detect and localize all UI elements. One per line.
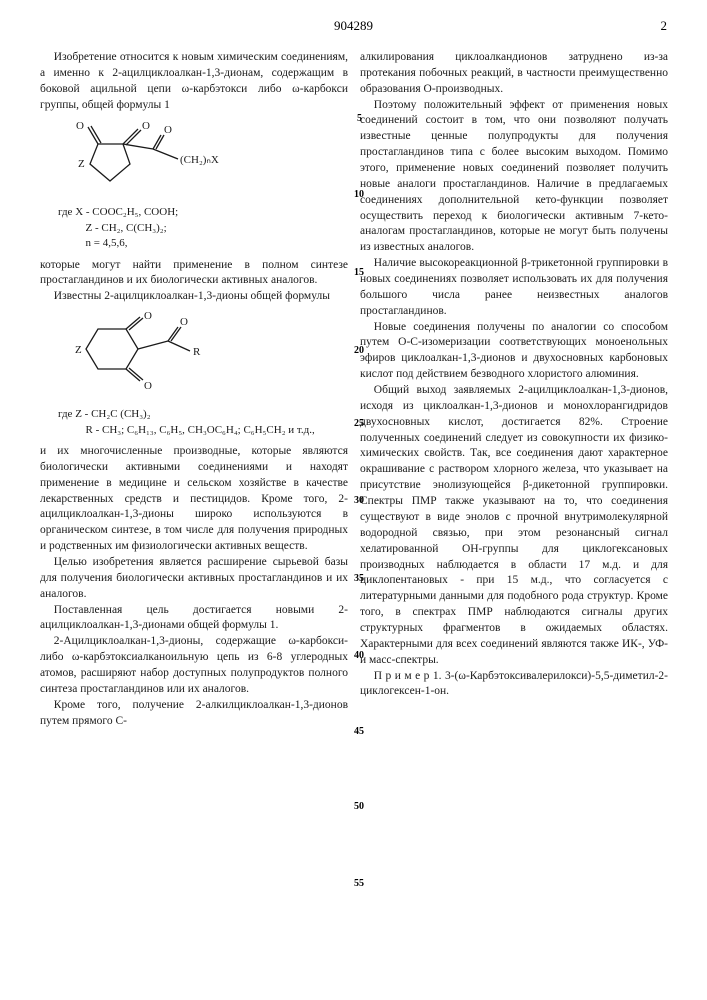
doc-number: 904289 [334, 18, 373, 34]
paragraph: Целью изобретения является расширение сы… [40, 555, 348, 603]
svg-text:O: O [164, 124, 172, 136]
line-marker: 40 [354, 650, 364, 661]
line-marker: 5 [357, 113, 362, 124]
line-marker: 15 [354, 267, 364, 278]
paragraph: Новые соединения получены по аналогии со… [360, 320, 668, 383]
paragraph: Известны 2-ацилциклоалкан-1,3-дионы обще… [40, 289, 348, 305]
svg-text:O: O [180, 316, 188, 328]
paragraph: Изобретение относится к новым химическим… [40, 50, 348, 113]
paragraph: и их многочисленные производные, которые… [40, 444, 348, 555]
formula-line: где X - COOC₂H₅, COOH; [58, 205, 348, 220]
paragraph: Поставленная цель достигается новыми 2-а… [40, 603, 348, 635]
paragraph: Поэтому положительный эффект от применен… [360, 98, 668, 257]
formula-line: где Z - CH₂C (CH₃)₂ [58, 407, 348, 422]
paragraph: которые могут найти применение в полном … [40, 258, 348, 290]
line-marker: 10 [354, 189, 364, 200]
formula-where: где Z - CH₂C (CH₃)₂ R - CH₃; C₆H₁₃, C₆H₅… [58, 407, 348, 438]
line-marker: 50 [354, 801, 364, 812]
formula-line: Z - CH₂, C(CH₃)₂; [58, 221, 348, 236]
svg-text:O: O [76, 120, 84, 132]
paragraph: П р и м е р 1. 3-(ω-Карбэтоксивалерилокс… [360, 669, 668, 701]
svg-text:Z: Z [78, 158, 85, 170]
svg-text:O: O [142, 120, 150, 132]
line-marker: 30 [354, 495, 364, 506]
page-number: 2 [661, 18, 668, 34]
line-marker: 45 [354, 726, 364, 737]
line-marker: 20 [354, 345, 364, 356]
left-column: Изобретение относится к новым химическим… [40, 50, 348, 729]
chem2-r: R [193, 346, 201, 358]
paragraph: Наличие высокореакционной β-трикетонной … [360, 256, 668, 319]
paragraph: 2-Ацилциклоалкан-1,3-дионы, содержащие ω… [40, 634, 348, 697]
formula-where: где X - COOC₂H₅, COOH; Z - CH₂, C(CH₃)₂;… [58, 205, 348, 251]
svg-text:O: O [144, 311, 152, 322]
line-marker: 25 [354, 418, 364, 429]
line-marker: 35 [354, 573, 364, 584]
svg-text:O: O [144, 380, 152, 392]
chem-structure-2: O O O Z R [68, 311, 348, 401]
svg-text:Z: Z [75, 344, 82, 356]
line-marker: 55 [354, 878, 364, 889]
paragraph: Кроме того, получение 2-алкилциклоалкан-… [40, 698, 348, 730]
right-column: алкилирования циклоалкандионов затруднен… [360, 50, 668, 729]
formula-line: R - CH₃; C₆H₁₃, C₆H₅, CH₃OC₆H₄; C₆H₅CH₂ … [58, 423, 348, 438]
paragraph: алкилирования циклоалкандионов затруднен… [360, 50, 668, 98]
paragraph: Общий выход заявляемых 2-ацилциклоалкан-… [360, 383, 668, 668]
chem-structure-1: O O O Z (CH₂)ₙX [68, 119, 348, 199]
chem1-r: (CH₂)ₙX [180, 154, 219, 166]
formula-line: n = 4,5,6, [58, 236, 348, 251]
